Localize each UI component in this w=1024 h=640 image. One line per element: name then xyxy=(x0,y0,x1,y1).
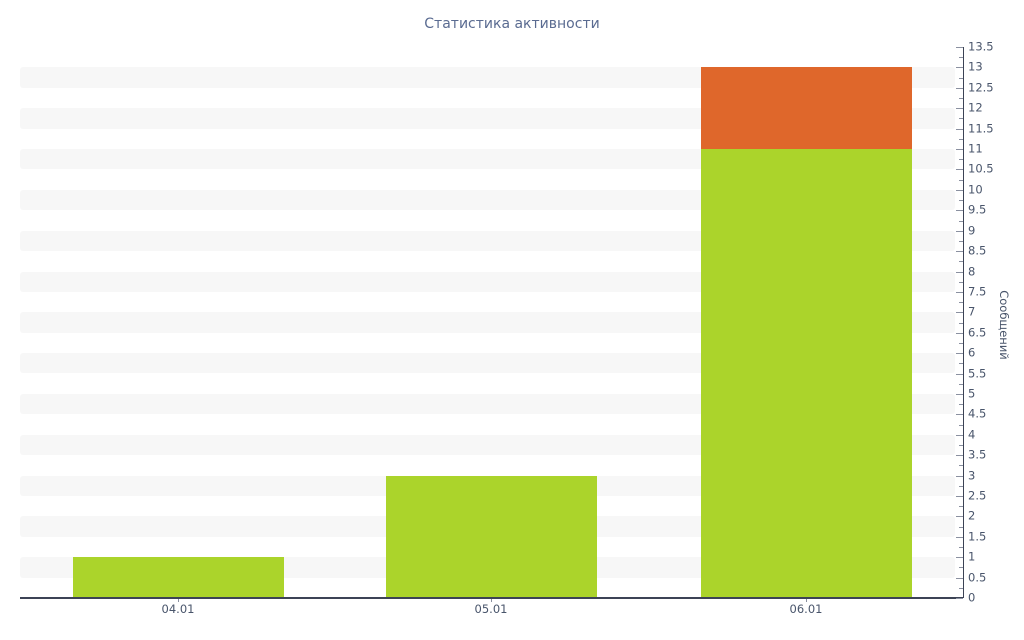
y-tick-label: 13.5 xyxy=(968,39,994,54)
y-tick xyxy=(956,455,963,457)
y-tick-label: 9 xyxy=(968,222,976,237)
y-tick-label: 11.5 xyxy=(968,120,994,135)
y-tick-label: 5.5 xyxy=(968,365,987,380)
y-tick xyxy=(956,230,963,232)
y-tick xyxy=(956,108,963,110)
y-tick xyxy=(956,434,963,436)
y-minor-tick xyxy=(959,342,963,344)
y-axis-line xyxy=(963,47,964,598)
y-tick xyxy=(956,149,963,150)
x-axis-label: 05.01 xyxy=(474,602,508,616)
y-tick xyxy=(956,475,963,477)
y-tick-label: 4.5 xyxy=(968,406,987,421)
y-tick xyxy=(956,271,963,273)
y-minor-tick xyxy=(959,485,963,487)
y-tick-label: 13 xyxy=(968,59,983,74)
y-tick xyxy=(956,251,963,253)
y-minor-tick xyxy=(959,302,963,304)
y-tick xyxy=(956,393,963,395)
y-tick-label: 3.5 xyxy=(968,447,987,462)
x-tick xyxy=(491,599,492,602)
y-minor-tick xyxy=(959,506,963,508)
y-tick xyxy=(956,332,963,334)
y-tick-label: 0 xyxy=(968,590,976,605)
y-tick xyxy=(956,291,963,293)
y-minor-tick xyxy=(959,98,963,99)
y-tick xyxy=(956,373,963,375)
y-minor-tick xyxy=(959,240,963,242)
x-axis-label: 06.01 xyxy=(789,602,823,616)
y-tick xyxy=(956,210,963,212)
y-minor-tick xyxy=(959,526,963,528)
y-minor-tick xyxy=(959,424,963,426)
y-tick-label: 1.5 xyxy=(968,529,987,544)
y-minor-tick xyxy=(959,220,963,222)
y-minor-tick xyxy=(959,77,963,79)
y-tick xyxy=(956,312,963,314)
y-tick-label: 6 xyxy=(968,345,976,360)
y-minor-tick xyxy=(959,322,963,324)
chart-title: Статистика активности xyxy=(424,16,600,32)
y-tick-label: 2 xyxy=(968,508,976,523)
y-tick-label: 12.5 xyxy=(968,80,994,95)
y-minor-tick xyxy=(959,281,963,283)
y-minor-tick xyxy=(959,179,963,181)
y-tick-label: 2.5 xyxy=(968,488,987,503)
y-minor-tick xyxy=(959,138,963,140)
y-tick xyxy=(956,67,963,69)
y-tick xyxy=(956,169,963,171)
y-minor-tick xyxy=(959,404,963,406)
x-tick xyxy=(806,599,807,602)
y-tick-label: 3 xyxy=(968,467,976,482)
bar-06.01-green-series[interactable] xyxy=(700,149,912,598)
y-tick xyxy=(956,47,963,48)
y-tick-label: 8.5 xyxy=(968,243,987,258)
y-minor-tick xyxy=(959,567,963,569)
x-axis-label: 04.01 xyxy=(161,602,195,616)
x-tick xyxy=(178,599,179,602)
y-tick-label: 6.5 xyxy=(968,324,987,339)
bar-04.01-green-series[interactable] xyxy=(72,557,284,598)
y-tick xyxy=(956,536,963,538)
y-tick-label: 4 xyxy=(968,426,976,441)
y-minor-tick xyxy=(959,118,963,120)
y-minor-tick xyxy=(959,444,963,446)
y-tick-label: 0.5 xyxy=(968,569,987,584)
bar-05.01-green-series[interactable] xyxy=(385,475,597,598)
y-minor-tick xyxy=(959,465,963,467)
y-minor-tick xyxy=(959,200,963,202)
y-tick-label: 9.5 xyxy=(968,202,987,217)
y-tick-label: 5 xyxy=(968,386,976,401)
y-tick xyxy=(956,189,963,191)
y-tick xyxy=(956,128,963,130)
y-tick xyxy=(956,414,963,416)
y-tick xyxy=(956,577,963,579)
y-tick-label: 10 xyxy=(968,182,983,197)
y-minor-tick xyxy=(959,547,963,548)
y-tick xyxy=(956,353,963,355)
y-minor-tick xyxy=(959,57,963,59)
y-tick-label: 12 xyxy=(968,100,983,115)
y-tick xyxy=(956,598,963,599)
y-tick-label: 7.5 xyxy=(968,284,987,299)
y-tick xyxy=(956,557,963,559)
bar-06.01-orange-series[interactable] xyxy=(700,67,912,149)
y-tick-label: 1 xyxy=(968,549,976,564)
y-tick xyxy=(956,496,963,497)
y-tick-label: 11 xyxy=(968,141,983,156)
y-tick-label: 7 xyxy=(968,304,976,319)
y-minor-tick xyxy=(959,159,963,161)
y-axis-title: Сообщений xyxy=(997,290,1011,360)
y-tick xyxy=(956,516,963,518)
x-axis-line xyxy=(20,597,963,599)
y-tick-label: 10.5 xyxy=(968,161,994,176)
y-minor-tick xyxy=(959,261,963,263)
y-tick xyxy=(956,87,963,89)
y-minor-tick xyxy=(959,587,963,589)
y-tick-label: 8 xyxy=(968,263,976,278)
y-minor-tick xyxy=(959,363,963,365)
y-minor-tick xyxy=(959,383,963,385)
